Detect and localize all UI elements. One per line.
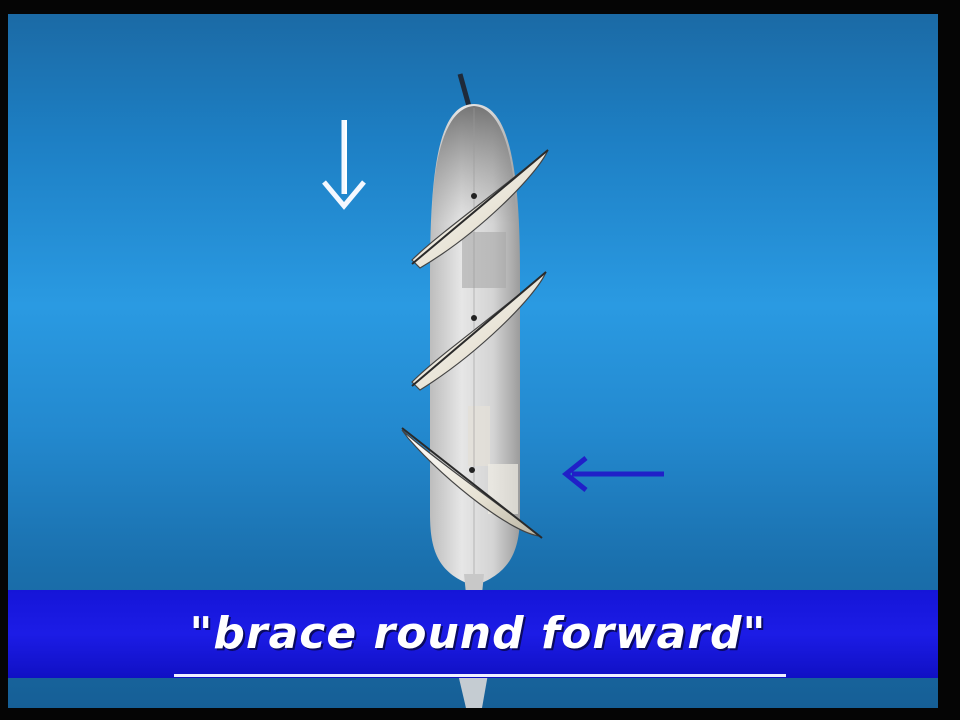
ship-diagram bbox=[322, 73, 664, 708]
main-yard-sail bbox=[411, 271, 547, 391]
caption-underline bbox=[174, 674, 786, 677]
arrow-left-icon bbox=[561, 456, 664, 492]
fore-yard-sail bbox=[411, 149, 549, 269]
mizzen-yard-sail bbox=[401, 427, 543, 539]
arrow-down-icon bbox=[322, 120, 366, 210]
caption-band bbox=[8, 590, 938, 678]
animation-screen: "brace round forward" bbox=[8, 14, 938, 708]
caption-text: "brace round forward" bbox=[189, 608, 767, 659]
rudder bbox=[458, 674, 488, 708]
bowsprit bbox=[457, 73, 473, 111]
